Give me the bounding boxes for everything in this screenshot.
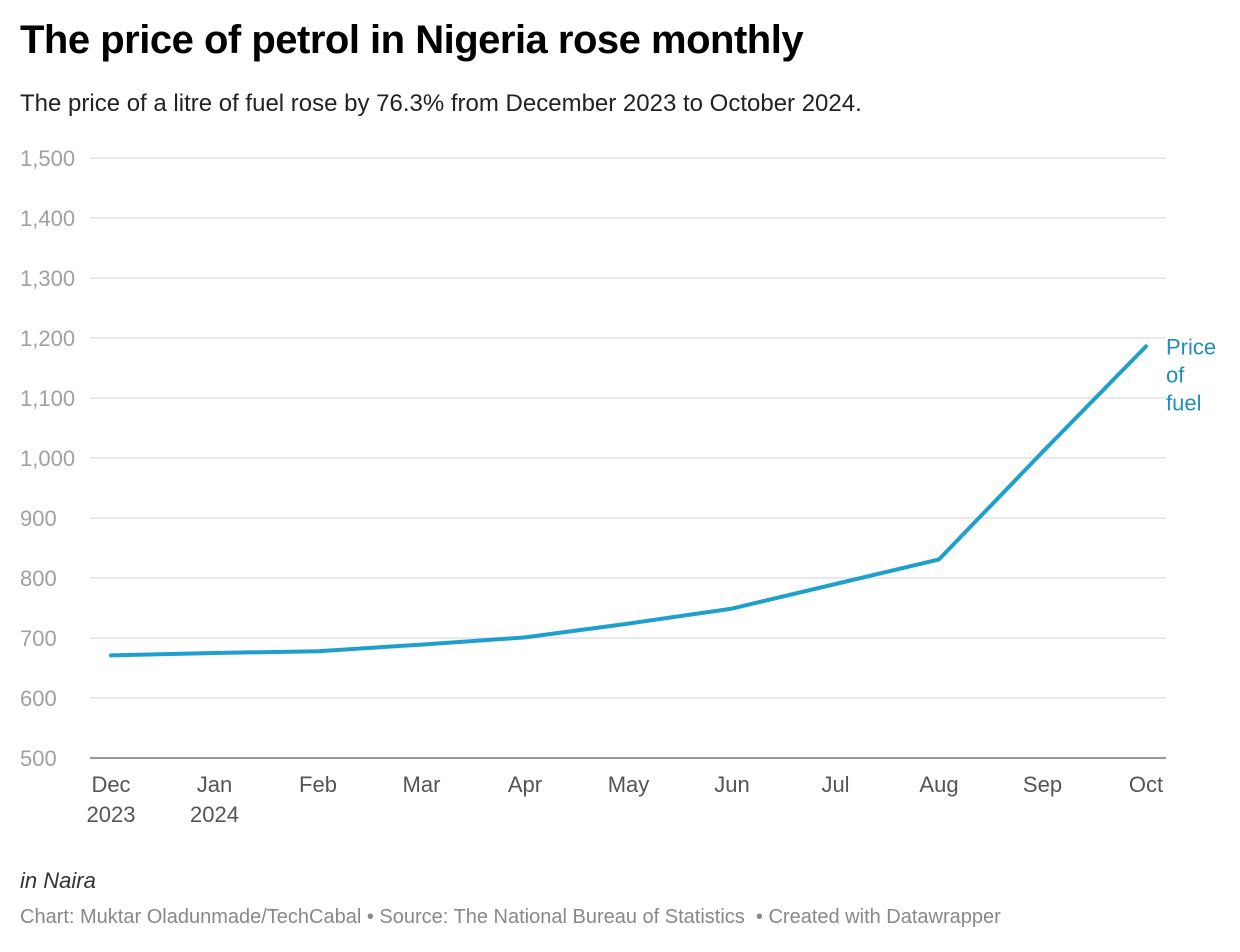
x-tick-label: Jul (821, 772, 849, 797)
x-tick-label: Feb (299, 772, 337, 797)
x-tick-label: Dec 2023 (87, 772, 136, 827)
y-tick-label: 1,500 (20, 146, 75, 171)
grid-lines (90, 157, 1166, 759)
footer-separator: • (361, 906, 380, 928)
x-tick-label: May (608, 772, 650, 797)
created-with-link[interactable]: Created with Datawrapper (768, 906, 1001, 928)
chart-credit: Chart: Muktar Oladunmade/TechCabal (20, 906, 362, 928)
x-axis-ticks: Dec 2023 Jan 2024 Feb Mar Apr May Jun Jul Aug Sep Oc… (87, 772, 1164, 827)
series-label: Price of fuel (1166, 334, 1216, 415)
y-tick-label: 1,300 (20, 266, 75, 291)
x-tick-label: Sep (1023, 772, 1062, 797)
x-tick-label: Mar (403, 772, 441, 797)
source-text: Source: The National Bureau of Statistic… (379, 906, 745, 928)
series-lines (109, 344, 1148, 658)
x-tick-label: Aug (919, 772, 958, 797)
chart-notes: in Naira (20, 868, 96, 893)
footer-separator: • (744, 906, 769, 928)
y-tick-label: 1,100 (20, 386, 75, 411)
y-tick-label: 700 (20, 626, 57, 651)
x-tick-label: Jun (714, 772, 749, 797)
x-tick-label: Oct (1129, 772, 1163, 797)
y-tick-label: 600 (20, 686, 57, 711)
chart-footer: Chart: Muktar Oladunmade/TechCabal • Sou… (20, 906, 1001, 929)
chart-subtitle: The price of a litre of fuel rose by 76.… (20, 90, 862, 117)
y-tick-label: 500 (20, 746, 57, 771)
y-tick-label: 900 (20, 506, 57, 531)
x-tick-label: Apr (508, 772, 542, 797)
line-chart: 500 600 700 800 900 1,000 1,100 1,200 1,300 1,400… (20, 146, 1216, 827)
y-axis-ticks: 500 600 700 800 900 1,000 1,100 1,200 1,300 1,400… (20, 146, 75, 771)
series-labels: Price of fuel (1166, 334, 1216, 415)
x-tick-label: Jan 2024 (190, 772, 239, 827)
chart-title: The price of petrol in Nigeria rose mont… (20, 18, 804, 62)
y-tick-label: 1,400 (20, 206, 75, 231)
y-tick-label: 800 (20, 566, 57, 591)
series-line-price-of-fuel (109, 344, 1148, 658)
y-tick-label: 1,000 (20, 446, 75, 471)
y-tick-label: 1,200 (20, 326, 75, 351)
